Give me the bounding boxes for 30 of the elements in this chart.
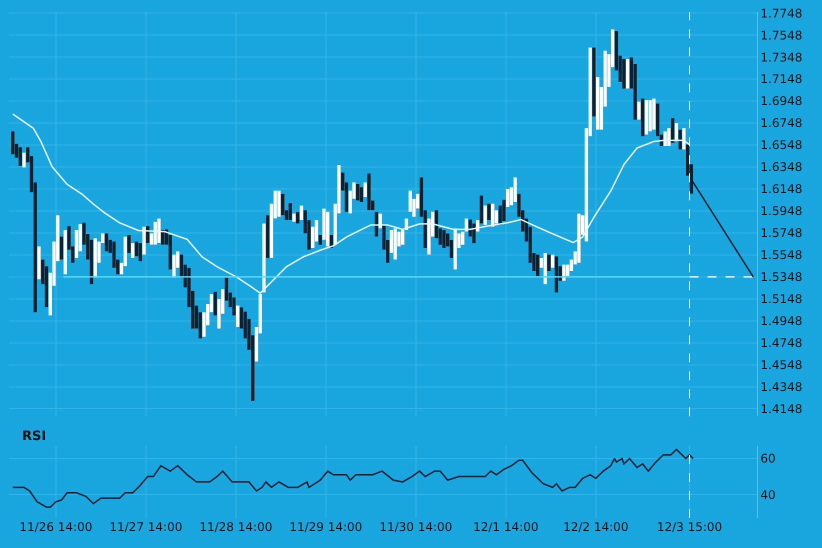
- y-tick-label: 1.7148: [760, 72, 802, 86]
- y-tick-label: 1.4148: [760, 402, 802, 416]
- y-tick-label: 1.7548: [760, 28, 802, 42]
- y-tick-label: 1.7748: [760, 6, 802, 20]
- y-tick-label: 1.5348: [760, 270, 802, 284]
- y-tick-label: 1.5748: [760, 226, 802, 240]
- y-tick-label: 1.6748: [760, 116, 802, 130]
- x-tick-label: 11/29 14:00: [289, 520, 362, 534]
- x-tick-label: 11/28 14:00: [199, 520, 272, 534]
- y-tick-label: 60: [760, 452, 776, 466]
- y-tick-label: 1.6148: [760, 182, 802, 196]
- y-tick-label: 1.6948: [760, 94, 802, 108]
- y-tick-label: 1.5548: [760, 248, 802, 262]
- x-tick-label: 11/26 14:00: [19, 520, 92, 534]
- x-tick-label: 12/3 15:00: [656, 520, 722, 534]
- y-tick-label: 40: [760, 488, 776, 502]
- y-tick-label: 1.7348: [760, 50, 802, 64]
- chart-title: RSI: [22, 429, 46, 444]
- y-tick-label: 1.4948: [760, 314, 802, 328]
- y-tick-label: 1.5148: [760, 292, 802, 306]
- y-tick-label: 1.4348: [760, 380, 802, 394]
- y-tick-label: 1.4748: [760, 336, 802, 350]
- x-tick-label: 12/1 14:00: [473, 520, 538, 534]
- y-tick-label: 1.5948: [760, 204, 802, 218]
- y-tick-label: 1.6548: [760, 138, 802, 152]
- y-tick-label: 1.6348: [760, 160, 802, 174]
- y-tick-label: 1.4548: [760, 358, 802, 372]
- x-tick-label: 11/30 14:00: [379, 520, 452, 534]
- x-tick-label: 11/27 14:00: [109, 520, 182, 534]
- x-tick-label: 12/2 14:00: [563, 520, 628, 534]
